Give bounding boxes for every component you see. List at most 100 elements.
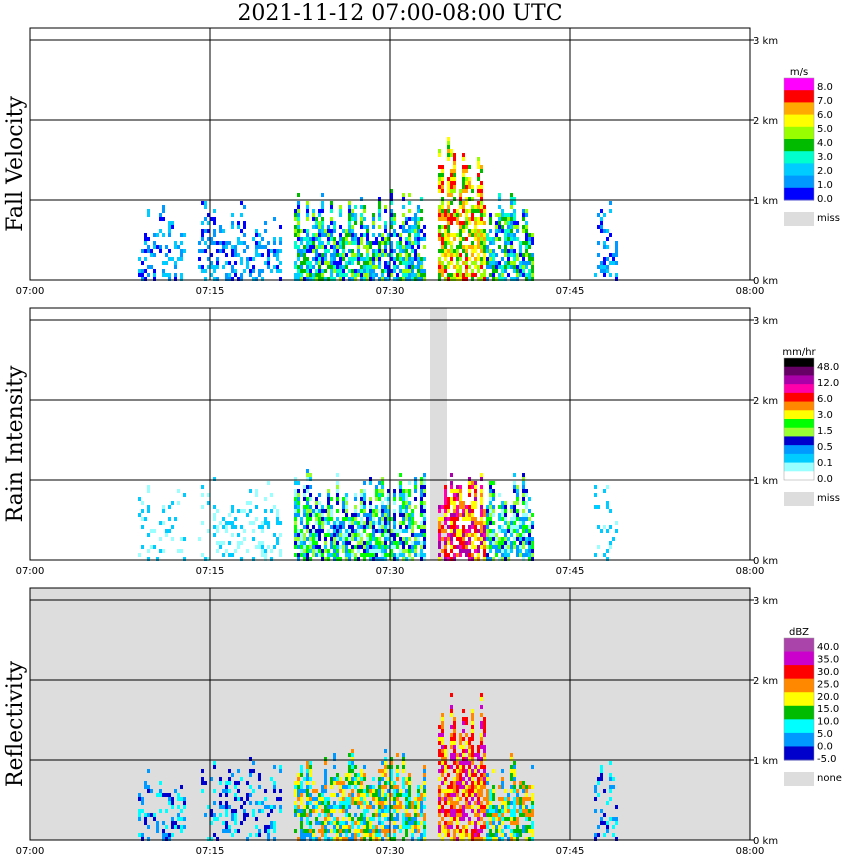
y-tick-label: 0 km (753, 276, 778, 287)
y-tick-label: 1 km (753, 196, 778, 207)
legend-label: 12.0 (817, 378, 839, 389)
legend-label: 2.0 (817, 166, 833, 177)
legend-swatch (784, 114, 814, 128)
x-tick-label: 07:30 (376, 846, 405, 857)
echo-region (198, 477, 282, 561)
legend-swatch (784, 375, 814, 385)
y-tick-label: 3 km (753, 36, 778, 47)
legend-miss-label: none (817, 773, 842, 784)
legend-label: 0.0 (817, 474, 833, 485)
legend-label: 4.0 (817, 138, 833, 149)
legend-label: 8.0 (817, 82, 833, 93)
echo-region (486, 753, 534, 841)
x-tick-label: 07:45 (556, 286, 585, 297)
legend-swatch (784, 410, 814, 420)
legend-unit: mm/hr (782, 347, 816, 358)
echo-region (138, 485, 186, 561)
panel-title: Fall Velocity (3, 96, 28, 232)
legend-unit: dBZ (789, 627, 809, 638)
legend-label: 15.0 (817, 704, 839, 715)
legend-label: 5.0 (817, 124, 833, 135)
panel-title: Rain Intensity (3, 365, 28, 522)
legend-label: 1.0 (817, 180, 833, 191)
plot-frame (29, 587, 751, 841)
x-tick-label: 07:15 (196, 846, 225, 857)
legend-swatch (784, 746, 814, 761)
legend-swatch (784, 705, 814, 720)
legend-miss-label: miss (817, 493, 840, 504)
echo-region (138, 205, 186, 281)
legend-frame (783, 637, 815, 761)
x-tick-label: 07:45 (556, 846, 585, 857)
echo-region (486, 473, 534, 561)
legend-label: 0.0 (817, 194, 833, 205)
legend-label: 6.0 (817, 394, 833, 405)
missing-data-column (430, 308, 447, 560)
y-tick-label: 3 km (753, 316, 778, 327)
echo-region (201, 757, 282, 841)
legend-miss-swatch (784, 772, 814, 786)
legend-swatch (784, 445, 814, 455)
legend-swatch (784, 126, 814, 140)
x-tick-label: 08:00 (736, 566, 765, 577)
panel-3: 0 km 1 km 2 km 3 km 07:00 07:15 07:30 07:45 08:0… (3, 587, 842, 857)
legend-swatch (784, 102, 814, 116)
legend-swatch (784, 384, 814, 394)
legend-label: 10.0 (817, 717, 839, 728)
legend-label: 1.5 (817, 426, 833, 437)
echo-region (438, 137, 486, 281)
legend-swatch (784, 462, 814, 472)
legend-swatch (784, 187, 814, 201)
legend-miss-label: miss (817, 213, 840, 224)
legend-swatch (784, 719, 814, 734)
legend-label: 3.0 (817, 410, 833, 421)
legend-label: 5.0 (817, 729, 833, 740)
x-tick-label: 07:45 (556, 566, 585, 577)
legend-swatch (784, 427, 814, 437)
legend-unit: m/s (790, 67, 808, 78)
panel-1: 0 km 1 km 2 km 3 km 07:00 07:15 07:30 07:45 08:0… (3, 27, 840, 297)
legend-swatch (784, 692, 814, 707)
legend-swatch (784, 419, 814, 429)
legend-label: 20.0 (817, 692, 839, 703)
x-tick-label: 08:00 (736, 846, 765, 857)
legend-label: 6.0 (817, 110, 833, 121)
echo-region (294, 189, 426, 281)
y-tick-label: 2 km (753, 116, 778, 127)
legend-swatch (784, 366, 814, 376)
echo-region (438, 473, 486, 561)
y-tick-label: 0 km (753, 836, 778, 847)
panel-title: Reflectivity (3, 660, 28, 787)
legend-label: 3.0 (817, 152, 833, 163)
legend-swatch (784, 651, 814, 666)
echo-region (294, 469, 426, 561)
legend-label: 30.0 (817, 667, 839, 678)
echo-region (594, 201, 618, 281)
echo-region (438, 693, 486, 841)
x-tick-label: 07:15 (196, 286, 225, 297)
x-tick-label: 07:30 (376, 286, 405, 297)
legend-label: 7.0 (817, 96, 833, 107)
echo-region (594, 485, 618, 561)
y-tick-label: 1 km (753, 476, 778, 487)
y-tick-label: 1 km (753, 756, 778, 767)
echo-region (594, 761, 618, 841)
legend-swatch (784, 358, 814, 368)
plot-frame (29, 307, 751, 561)
y-tick-label: 3 km (753, 596, 778, 607)
legend-swatch (784, 78, 814, 91)
legend-label: -5.0 (817, 754, 837, 765)
x-tick-label: 07:15 (196, 566, 225, 577)
legend-swatch (784, 436, 814, 446)
legend: dBZ 40.035.0 30.025.0 20.015.0 10.05.0 0.0-5.… (783, 627, 842, 786)
x-tick-label: 08:00 (736, 286, 765, 297)
legend-label: 0.5 (817, 442, 833, 453)
echo-region (198, 201, 282, 281)
legend-swatch (784, 163, 814, 177)
legend-swatch (784, 678, 814, 693)
legend-swatch (784, 392, 814, 403)
legend-miss-swatch (784, 492, 814, 506)
echo-region (294, 749, 426, 841)
legend-swatch (784, 401, 814, 411)
